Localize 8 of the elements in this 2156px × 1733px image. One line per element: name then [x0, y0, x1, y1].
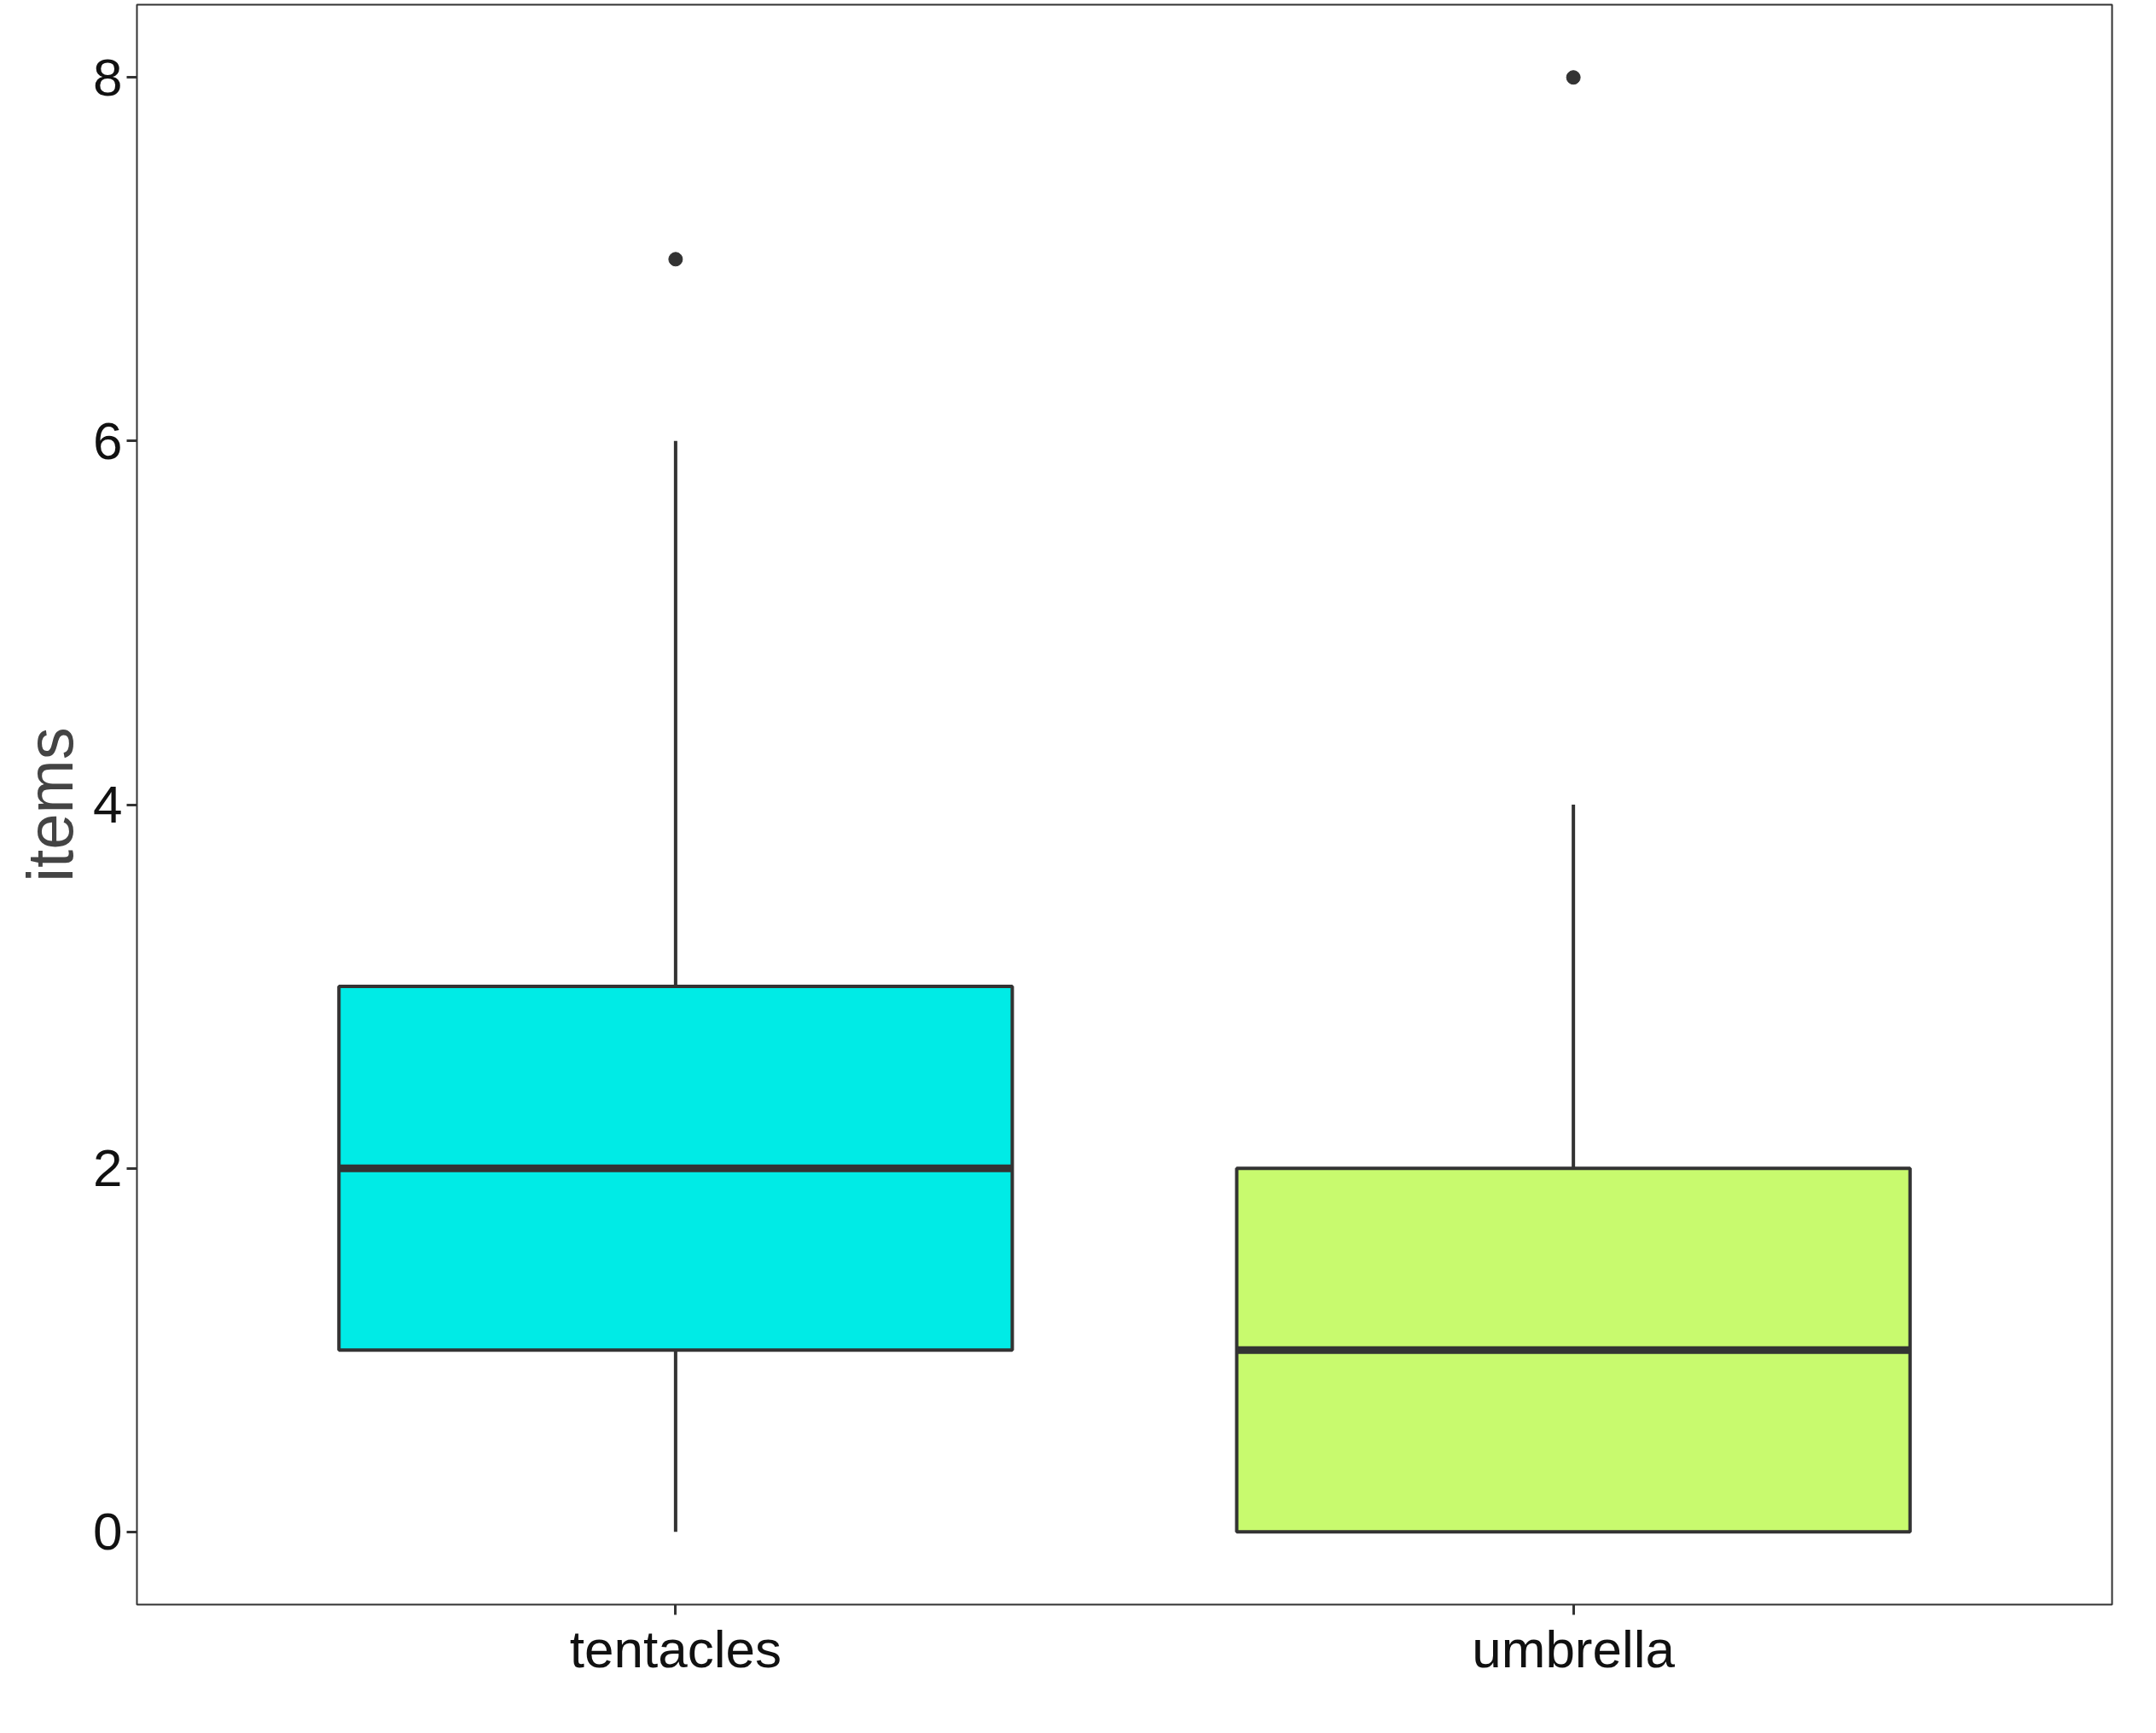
- y-tick-label: 6: [93, 410, 123, 470]
- y-tick-label: 8: [93, 47, 123, 107]
- y-tick-label: 0: [93, 1502, 123, 1561]
- y-tick-label: 4: [93, 775, 123, 834]
- y-tick-label: 2: [93, 1138, 123, 1198]
- x-tick-label: umbrella: [1472, 1619, 1676, 1678]
- y-axis-title: items: [14, 727, 87, 882]
- x-tick-label: tentacles: [569, 1619, 782, 1678]
